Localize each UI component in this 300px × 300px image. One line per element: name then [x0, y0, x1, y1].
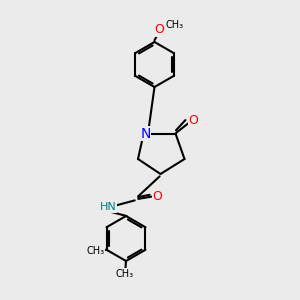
Text: O: O [153, 190, 162, 203]
Text: HN: HN [100, 202, 116, 212]
Text: O: O [189, 113, 198, 127]
Text: CH₃: CH₃ [116, 268, 134, 279]
Text: CH₃: CH₃ [86, 246, 104, 256]
Text: O: O [154, 23, 164, 36]
Text: CH₃: CH₃ [166, 20, 184, 31]
Text: N: N [140, 127, 151, 140]
